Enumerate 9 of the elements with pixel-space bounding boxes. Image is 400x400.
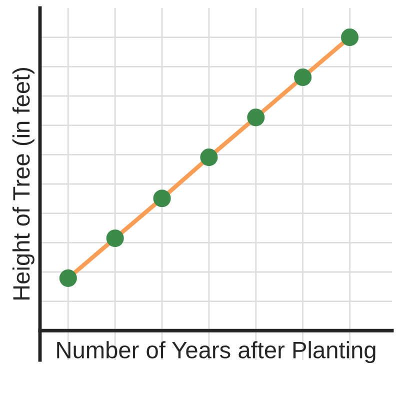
y-axis-title: Height of Tree (in feet) [12, 68, 34, 300]
point [200, 148, 218, 166]
point [340, 28, 359, 46]
point [106, 229, 124, 248]
point [294, 68, 312, 86]
point [247, 108, 265, 126]
x-axis-title: Number of Years after Planting [57, 341, 376, 364]
point [59, 269, 77, 287]
point [153, 190, 171, 208]
